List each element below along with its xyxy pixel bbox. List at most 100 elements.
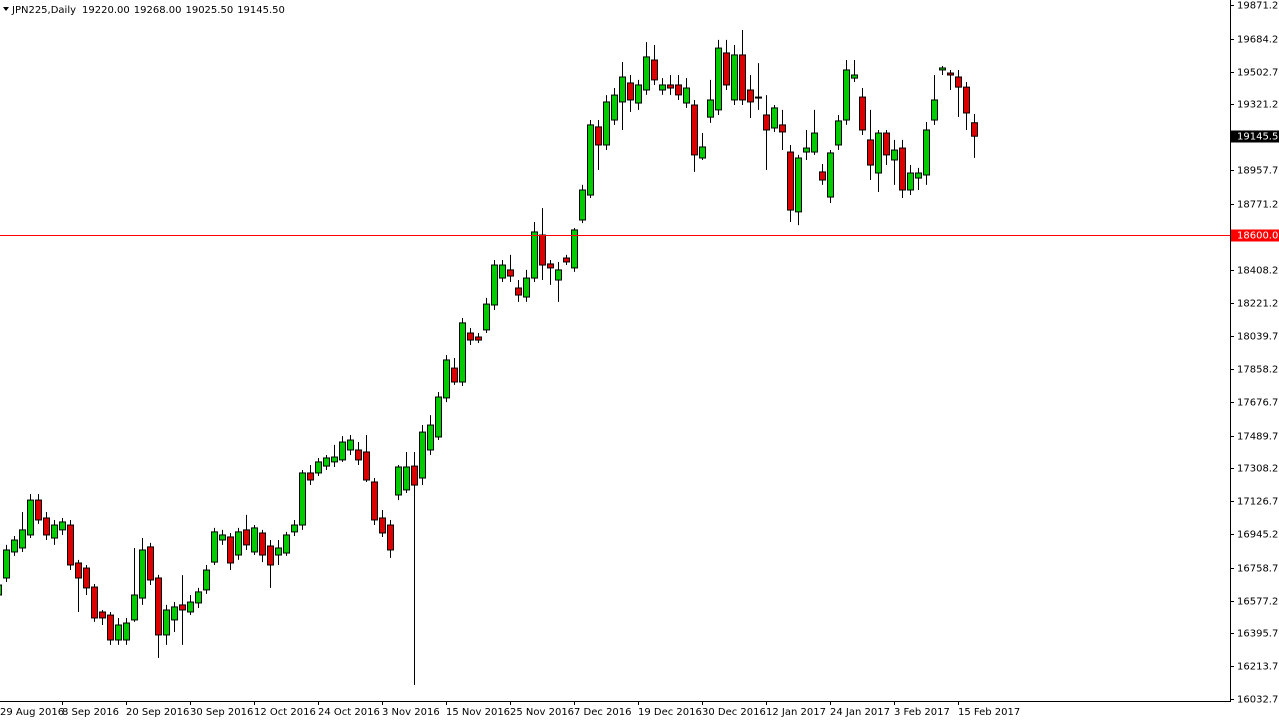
x-tick-label: 15 Feb 2017 — [958, 707, 1020, 718]
candle-body — [331, 456, 338, 463]
x-tick-label: 30 Dec 2016 — [702, 707, 766, 718]
candle-body — [731, 54, 738, 101]
candle-body — [531, 231, 538, 279]
candle-body — [147, 546, 154, 581]
candle-body — [843, 69, 850, 121]
y-tick-label: 17676.70 — [1237, 398, 1279, 409]
candle-body — [523, 277, 530, 298]
candle-body — [483, 303, 490, 331]
candle-body — [123, 622, 130, 641]
x-tick-label: 24 Jan 2017 — [830, 707, 890, 718]
candle-body — [251, 527, 258, 553]
y-tick-label: 18221.20 — [1237, 299, 1279, 310]
y-tick-label: 17308.20 — [1237, 464, 1279, 475]
candle-body — [99, 611, 106, 619]
candle-body — [755, 96, 762, 99]
candle-body — [867, 139, 874, 166]
candle-body — [219, 534, 226, 541]
candle-body — [307, 472, 314, 481]
last-open: 19220.00 — [82, 5, 130, 16]
candle-body — [43, 517, 50, 536]
candle-body — [667, 84, 674, 89]
candle-body — [491, 264, 498, 306]
candle-body — [683, 87, 690, 104]
candle-body — [475, 336, 482, 341]
candle-body — [763, 114, 770, 131]
candle-body — [851, 74, 858, 79]
candle-body — [947, 72, 954, 76]
candle-body — [299, 472, 306, 526]
candle-body — [507, 269, 514, 277]
candle-body — [611, 94, 618, 121]
candle-body — [291, 524, 298, 533]
candle-body — [283, 534, 290, 554]
candle-body — [451, 367, 458, 383]
candle-body — [0, 584, 2, 596]
candle-body — [603, 101, 610, 146]
x-tick-label: 8 Sep 2016 — [62, 707, 119, 718]
candle-body — [907, 172, 914, 191]
y-tick-label: 16577.20 — [1237, 597, 1279, 608]
y-tick-label: 17858.20 — [1237, 365, 1279, 376]
last-high: 19268.00 — [134, 5, 182, 16]
candle-body — [155, 577, 162, 636]
candle-body — [75, 562, 82, 579]
x-tick-label: 30 Sep 2016 — [190, 707, 253, 718]
candle-body — [547, 263, 554, 269]
candle-body — [51, 524, 58, 539]
candle-body — [939, 67, 946, 71]
x-tick-label: 7 Dec 2016 — [574, 707, 632, 718]
candle-body — [115, 624, 122, 641]
candle-body — [259, 532, 266, 556]
candle-body — [403, 466, 410, 491]
candle-body — [539, 234, 546, 266]
candle-body — [419, 431, 426, 479]
y-tick-label: 18957.70 — [1237, 166, 1279, 177]
candle-body — [835, 120, 842, 146]
candle-body — [787, 151, 794, 211]
candle-body — [859, 96, 866, 131]
symbol-title: JPN225,Daily — [11, 5, 76, 16]
candle-body — [515, 287, 522, 296]
candle-body — [595, 126, 602, 146]
candle-body — [171, 606, 178, 621]
candle-body — [227, 536, 234, 564]
candle-body — [235, 531, 242, 556]
candle-body — [35, 499, 42, 521]
candle-body — [347, 439, 354, 451]
candle-body — [747, 89, 754, 103]
header-icon — [3, 7, 9, 11]
candle-body — [915, 172, 922, 179]
y-tick-label: 17126.70 — [1237, 497, 1279, 508]
x-tick-label: 12 Jan 2017 — [766, 707, 826, 718]
header: JPN225,Daily 19220.00 19268.00 19025.50 1914… — [11, 5, 285, 16]
candle-body — [467, 332, 474, 341]
level-label: 18600.00 — [1237, 231, 1279, 242]
candle-body — [587, 124, 594, 196]
candle-body — [963, 86, 970, 114]
x-tick-label: 3 Feb 2017 — [894, 707, 950, 718]
y-tick-label: 16032.70 — [1237, 695, 1279, 706]
y-tick-label: 16213.70 — [1237, 662, 1279, 673]
candle-body — [59, 521, 66, 531]
candle-body — [899, 147, 906, 191]
candle-body — [739, 54, 746, 101]
candle-body — [187, 601, 194, 613]
candle-body — [723, 52, 730, 86]
x-tick-label: 20 Sep 2016 — [126, 707, 189, 718]
candle-body — [643, 56, 650, 91]
candle-body — [675, 84, 682, 96]
candle-body — [691, 104, 698, 156]
candle-body — [19, 529, 26, 549]
candle-body — [27, 499, 34, 536]
x-tick-label: 29 Aug 2016 — [0, 707, 64, 718]
candle-body — [267, 545, 274, 566]
candle-body — [875, 132, 882, 174]
candle-body — [323, 457, 330, 467]
last-price-box — [1231, 130, 1279, 143]
level-label-box — [1231, 229, 1279, 242]
y-tick-label: 16395.70 — [1237, 629, 1279, 640]
candle-body — [931, 99, 938, 121]
